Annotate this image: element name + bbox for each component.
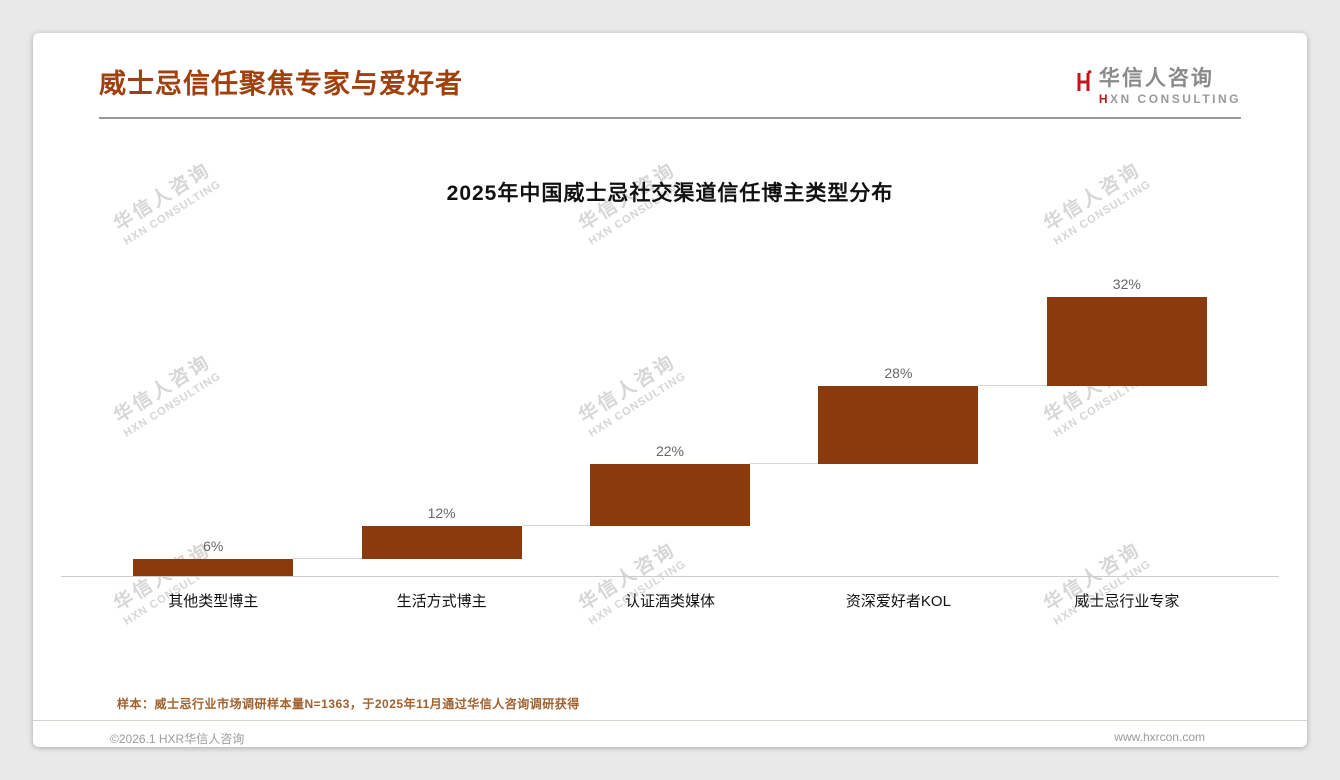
footer-divider xyxy=(33,720,1307,721)
copyright-text: ©2026.1 HXR华信人咨询 xyxy=(110,732,245,746)
bar-value-label: 28% xyxy=(884,365,913,382)
chart-bar xyxy=(361,525,522,560)
step-connector-line xyxy=(521,524,591,526)
step-connector-line xyxy=(293,558,362,560)
x-axis-labels: 其他类型博主 生活方式博主 认证酒类媒体 资深爱好者KOL 威士忌行业专家 xyxy=(99,590,1241,611)
chart-title: 2025年中国威士忌社交渠道信任博主类型分布 xyxy=(446,182,894,206)
waterfall-chart-plot: 6% 12% 22% 28% 32% xyxy=(61,276,1279,577)
category-label: 生活方式博主 xyxy=(396,593,487,610)
x-axis-baseline xyxy=(61,576,1279,577)
category-label: 认证酒类媒体 xyxy=(625,593,716,610)
website-url: www.hxrcon.com xyxy=(1114,730,1205,744)
bar-value-label: 12% xyxy=(427,504,456,521)
slide-card: 华信人咨询 HXN CONSULTING 华信人咨询 HXN CONSULTING 华信… xyxy=(33,33,1307,747)
bar-value-label: 32% xyxy=(1112,276,1141,293)
category-label: 威士忌行业专家 xyxy=(1074,593,1180,610)
page-title: 威士忌信任聚焦专家与爱好者 xyxy=(99,69,463,99)
bar-value-label: 22% xyxy=(655,443,684,460)
bar-value-label: 6% xyxy=(203,538,224,555)
logo-mark-icon xyxy=(1076,69,1092,99)
slide-content: 威士忌信任聚焦专家与爱好者 华信人咨询 HXN CONSULTING 2025年… xyxy=(33,33,1307,747)
slide-header: 威士忌信任聚焦专家与爱好者 华信人咨询 HXN CONSULTING xyxy=(99,67,1241,106)
sample-note: 样本：威士忌行业市场调研样本量N=1363，于2025年11月通过华信人咨询调研… xyxy=(117,697,580,711)
chart-bar xyxy=(590,464,750,526)
step-connector-line xyxy=(978,385,1047,387)
header-divider xyxy=(99,117,1241,120)
category-label: 其他类型博主 xyxy=(168,593,259,610)
chart-bar xyxy=(818,386,979,465)
logo-subtitle: HXN CONSULTING xyxy=(1098,92,1241,107)
chart-bar xyxy=(1046,297,1207,387)
step-connector-line xyxy=(749,463,819,465)
logo-text: 华信人咨询 HXN CONSULTING xyxy=(1099,67,1241,106)
company-logo: 华信人咨询 HXN CONSULTING xyxy=(1076,67,1241,106)
chart-bar xyxy=(133,559,294,576)
logo-name: 华信人咨询 xyxy=(1098,67,1214,90)
slide-footer: ©2026.1 HXR华信人咨询 www.hxrcon.com xyxy=(99,721,1241,747)
category-label: 资深爱好者KOL xyxy=(845,593,951,610)
